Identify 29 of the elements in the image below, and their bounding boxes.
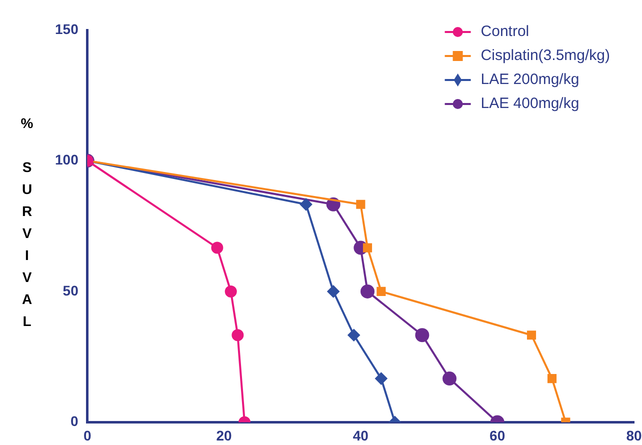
point — [211, 242, 224, 254]
y-tick-label: 0 — [70, 413, 79, 430]
point — [376, 286, 386, 296]
point — [224, 285, 237, 298]
point — [442, 372, 457, 386]
point — [360, 284, 375, 298]
point — [348, 329, 360, 342]
x-tick-label: 20 — [216, 427, 232, 444]
x-tick-label: 40 — [352, 427, 369, 444]
point — [356, 200, 366, 209]
legend-label: LAE 200mg/kg — [480, 71, 580, 88]
y-tick-label: 50 — [62, 282, 79, 298]
point — [526, 330, 536, 340]
x-tick-label: 60 — [490, 427, 506, 444]
point — [362, 243, 372, 252]
point — [415, 328, 430, 342]
point — [375, 372, 388, 385]
y-tick-label: 100 — [55, 152, 79, 168]
x-tick-label: 0 — [83, 427, 92, 444]
legend-label: Cisplatin(3.5mg/kg) — [480, 47, 610, 64]
legend-label: LAE 400mg/kg — [480, 95, 580, 112]
x-tick-label: 80 — [626, 427, 642, 444]
point — [300, 198, 312, 210]
point — [327, 285, 340, 298]
legend-label: Control — [480, 23, 530, 40]
y-tick-label: 150 — [55, 20, 79, 37]
point — [232, 329, 244, 342]
point — [547, 374, 557, 384]
y-axis-title: % SURVIVAL — [19, 115, 35, 335]
